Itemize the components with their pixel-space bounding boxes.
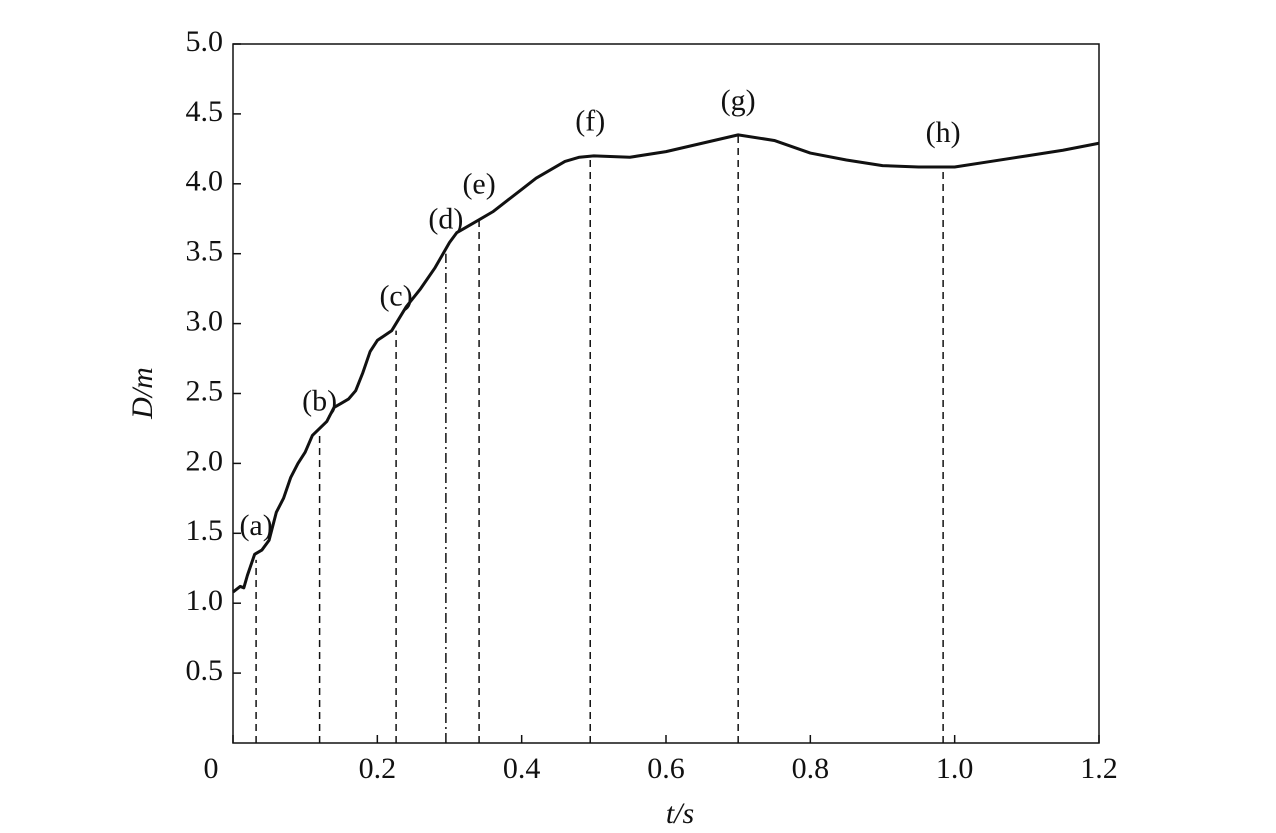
annotation-label: (d) — [428, 203, 463, 236]
y-tick-label: 2.5 — [186, 374, 224, 407]
y-tick-label: 3.5 — [186, 235, 224, 268]
data-line — [232, 133, 1100, 594]
y-tick-label: 4.5 — [186, 95, 224, 128]
annotation-label: (a) — [239, 509, 272, 542]
y-tick-label: 5.0 — [186, 25, 224, 58]
x-tick-label: 0.4 — [503, 752, 541, 785]
y-tick-label: 2.0 — [186, 444, 224, 477]
x-tick-label: 0.8 — [792, 752, 830, 785]
y-tick-label: 1.0 — [186, 584, 224, 617]
x-tick-label: 0 — [204, 752, 219, 785]
annotation-label: (f) — [575, 105, 605, 138]
x-tick-label: 1.0 — [936, 752, 974, 785]
y-axis-label: D/m — [126, 367, 159, 420]
y-tick-label: 4.0 — [186, 165, 224, 198]
annotation-label: (g) — [721, 84, 756, 117]
annotation-label: (c) — [379, 279, 412, 312]
y-tick-label: 3.0 — [186, 304, 224, 337]
annotation-label: (h) — [926, 116, 961, 149]
x-axis-label: t/s — [666, 797, 694, 830]
x-tick-label: 0.2 — [359, 752, 397, 785]
annotation-label: (e) — [462, 168, 495, 201]
y-tick-label: 1.5 — [186, 514, 224, 547]
x-tick-label: 0.6 — [647, 752, 685, 785]
plot-frame — [232, 43, 1100, 744]
y-tick-label: 0.5 — [186, 654, 224, 687]
x-tick-label: 1.2 — [1080, 752, 1118, 785]
